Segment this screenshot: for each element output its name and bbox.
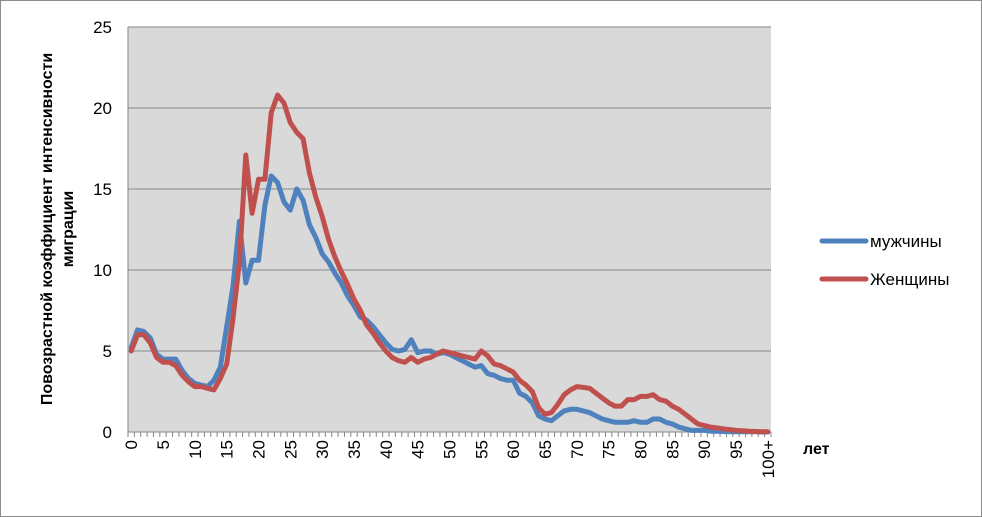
- plot-area: [128, 27, 771, 432]
- x-tick-label: 0: [122, 440, 141, 449]
- x-axis-title: лет: [803, 441, 830, 458]
- y-tick-label: 5: [103, 342, 112, 361]
- x-ticks: [127, 432, 772, 437]
- x-tick-label: 75: [600, 440, 619, 459]
- x-tick-labels: 0 5 10 15 20 25 30 35 40 45 50 55 60 65 70 75 80 85 90 95 10…: [122, 440, 778, 478]
- legend-label: мужчины: [870, 232, 942, 251]
- x-tick-label: 10: [186, 440, 205, 459]
- y-tick-label: 10: [93, 261, 112, 280]
- legend-label: Женщины: [870, 270, 949, 289]
- x-tick-label: 60: [504, 440, 523, 459]
- y-tick-label: 20: [93, 99, 112, 118]
- axes: [127, 27, 771, 433]
- x-tick-label: 20: [250, 440, 269, 459]
- x-tick-label: 35: [345, 440, 364, 459]
- x-tick-label: 5: [154, 440, 173, 449]
- y-tick-labels: 0 5 10 15 20 25: [93, 18, 112, 442]
- y-axis-title-line1: Повозрастной коэффициент интенсивности: [39, 53, 56, 405]
- x-tick-label: 55: [472, 440, 491, 459]
- x-tick-label: 45: [409, 440, 428, 459]
- x-tick-label: 85: [663, 440, 682, 459]
- x-tick-label: 95: [727, 440, 746, 459]
- x-tick-label: 30: [313, 440, 332, 459]
- legend: мужчины Женщины: [819, 232, 949, 289]
- x-tick-label: 80: [631, 440, 650, 459]
- x-tick-label: 100+: [759, 440, 778, 478]
- x-tick-label: 40: [377, 440, 396, 459]
- series-line-women: [128, 92, 771, 435]
- y-tick-label: 25: [93, 18, 112, 37]
- series-lines: [128, 92, 771, 435]
- x-tick-label: 70: [568, 440, 587, 459]
- x-tick-label: 90: [695, 440, 714, 459]
- y-tick-label: 0: [103, 423, 112, 442]
- x-tick-label: 50: [441, 440, 460, 459]
- x-tick-label: 65: [536, 440, 555, 459]
- x-tick-label: 15: [218, 440, 237, 459]
- y-axis-title-line2: миграции: [60, 191, 77, 268]
- x-tick-label: 25: [281, 440, 300, 459]
- y-tick-label: 15: [93, 180, 112, 199]
